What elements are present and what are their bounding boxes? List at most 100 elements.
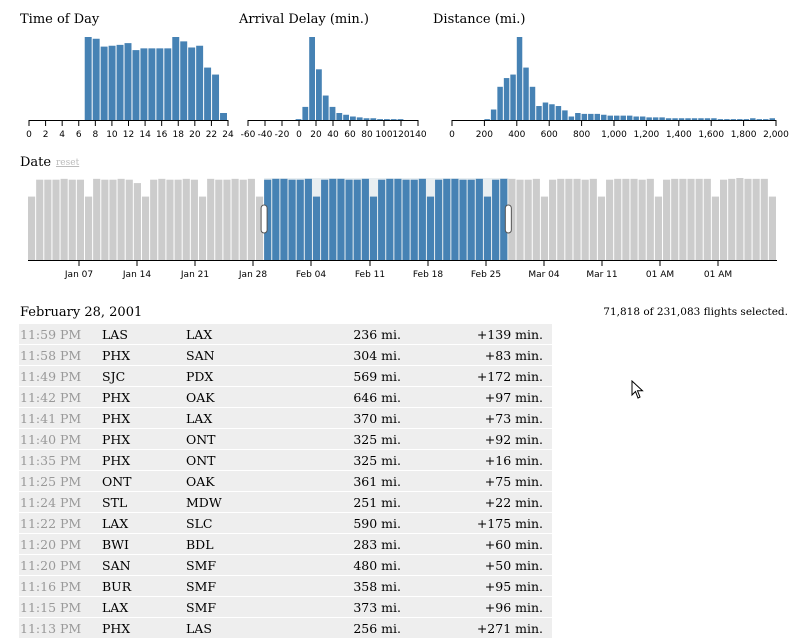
date-bar [158, 178, 166, 260]
distance-bar [523, 67, 529, 120]
date-bar [264, 179, 272, 260]
date-bar [581, 179, 589, 260]
date-bar [638, 179, 646, 260]
date-bar [386, 178, 394, 260]
flight-destination: SAN [186, 348, 215, 363]
date-bar [597, 196, 606, 260]
distance-bar [516, 37, 523, 120]
flight-origin: ONT [102, 474, 132, 489]
date-bar [255, 196, 264, 260]
date-bar [60, 178, 68, 260]
date-bar [141, 196, 150, 260]
date-bar [500, 178, 508, 260]
date-bar [198, 196, 207, 260]
date-tick-label: Jan 14 [122, 270, 151, 280]
distance-bar [490, 109, 497, 120]
distance-tick-label: 1,600 [698, 130, 724, 140]
flight-distance: 236 mi. [353, 327, 401, 342]
flight-origin: LAS [102, 327, 128, 342]
flight-delay: +271 min. [476, 621, 543, 636]
delay-bar [350, 116, 356, 120]
distance-bar [691, 118, 698, 120]
delay-tick-label: -60 [241, 130, 256, 140]
flight-distance: 361 mi. [353, 474, 401, 489]
flight-time: 11:49 PM [20, 369, 82, 384]
time-tick-label: 2 [43, 130, 49, 140]
distance-bar [503, 78, 510, 120]
distance-tick-label: 1,400 [666, 130, 692, 140]
distance-bar [763, 119, 769, 120]
date-bar [117, 178, 125, 260]
flight-time: 11:25 PM [20, 474, 82, 489]
date-bar [133, 183, 141, 260]
flight-delay: +75 min. [484, 474, 543, 489]
date-bar [410, 179, 418, 260]
flight-delay: +96 min. [484, 600, 543, 615]
distance-bar [484, 119, 490, 120]
delay-bar [329, 106, 336, 120]
date-bar [174, 179, 182, 260]
time-tick-label: 12 [123, 130, 134, 140]
date-bar [321, 179, 329, 260]
table-row: 11:49 PM SJC PDX 569 mi. +172 min. [19, 366, 552, 387]
flight-destination: LAS [186, 621, 212, 636]
date-bar [589, 178, 597, 260]
flight-delay: +92 min. [484, 432, 543, 447]
table-row: 11:13 PM PHX LAS 256 mi. +271 min. [19, 618, 552, 639]
date-tick-label: Feb 11 [355, 270, 385, 280]
date-bar [345, 179, 353, 260]
flight-distance: 304 mi. [353, 348, 401, 363]
date-reset-link[interactable]: reset [56, 158, 80, 168]
time-bar [100, 46, 108, 120]
delay-tick-label: 40 [327, 130, 339, 140]
delay-bar [384, 119, 390, 120]
flight-destination: LAX [186, 411, 213, 426]
date-bar [622, 178, 630, 260]
delay-tick-label: -20 [275, 130, 290, 140]
flight-distance: 370 mi. [353, 411, 401, 426]
table-row: 11:40 PM PHX ONT 325 mi. +92 min. [19, 429, 552, 450]
flight-destination: SMF [186, 558, 217, 573]
date-bar [223, 179, 231, 260]
flight-destination: MDW [186, 495, 222, 510]
date-bar [378, 179, 386, 260]
flight-origin: STL [102, 495, 128, 510]
date-bar [606, 179, 614, 260]
flight-distance: 325 mi. [353, 432, 401, 447]
distance-tick-label: 800 [573, 130, 590, 140]
date-bar [671, 178, 679, 260]
time-bar [148, 48, 156, 120]
distance-tick-label: 400 [508, 130, 525, 140]
time-tick-label: 8 [92, 130, 98, 140]
time-bar [92, 38, 100, 120]
distance-bar [542, 102, 549, 120]
date-bar [752, 178, 760, 260]
time-tick-label: 4 [59, 130, 65, 140]
flights-table: 11:59 PM LAS LAX 236 mi. +139 min. 11:58 PM PH… [19, 324, 552, 639]
distance-bar [737, 119, 743, 120]
distance-bar [620, 115, 626, 120]
flight-origin: PHX [102, 621, 131, 636]
date-brush-left-handle [260, 204, 268, 234]
flight-destination: ONT [186, 432, 216, 447]
time-bar [84, 37, 92, 120]
delay-tick-label: 140 [409, 130, 426, 140]
date-bar [76, 179, 84, 260]
distance-bar [672, 118, 678, 120]
date-bar [369, 196, 378, 260]
distance-bar [698, 118, 704, 120]
date-bar [182, 178, 190, 260]
table-row: 11:59 PM LAS LAX 236 mi. +139 min. [19, 324, 552, 345]
distance-bar [594, 113, 601, 120]
date-bar [93, 178, 101, 260]
time-bar [164, 48, 172, 120]
flight-delay: +22 min. [484, 495, 543, 510]
table-row: 11:41 PM PHX LAX 370 mi. +73 min. [19, 408, 552, 429]
flight-origin: PHX [102, 453, 131, 468]
distance-bar [562, 110, 568, 120]
date-brush-right-handle [504, 204, 512, 234]
time-bar [156, 48, 164, 120]
flight-origin: PHX [102, 411, 131, 426]
time-tick-label: 22 [206, 130, 217, 140]
